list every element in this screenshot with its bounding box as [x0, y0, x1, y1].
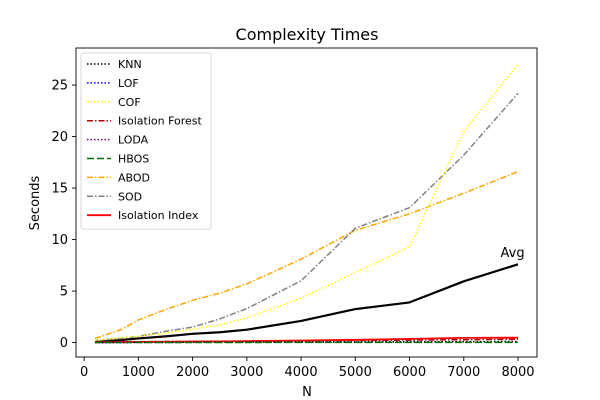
- legend-label: LOF: [118, 77, 139, 90]
- y-tick-label: 5: [60, 285, 68, 300]
- series-line-sod: [94, 92, 519, 342]
- x-axis-label: N: [302, 385, 312, 400]
- series-line-abod: [94, 170, 519, 340]
- x-tick-label: 2000: [176, 365, 209, 380]
- legend-label: Isolation Index: [118, 209, 199, 222]
- y-tick-label: 10: [51, 233, 68, 248]
- x-tick-label: 1000: [122, 365, 155, 380]
- y-tick-label: 0: [60, 336, 68, 351]
- y-tick-label: 20: [51, 130, 68, 145]
- y-tick-label: 15: [51, 182, 68, 197]
- x-tick-label: 8000: [501, 365, 534, 380]
- legend-label: LODA: [118, 134, 149, 147]
- series-group: [94, 64, 519, 344]
- legend-label: ABOD: [118, 171, 150, 184]
- legend-label: KNN: [118, 58, 142, 71]
- axes: 0 1000 2000 3000 4000 5000 6000 7000 8000 0 5 10 15 2…: [51, 47, 538, 380]
- legend: KNN LOF COF Isolation Forest LODA HBOS ABOD SOD…: [80, 52, 212, 230]
- y-axis-label: Seconds: [28, 175, 43, 230]
- y-tick-label: 25: [51, 79, 68, 94]
- legend-box: [80, 52, 212, 230]
- x-tick-label: 6000: [393, 365, 426, 380]
- annotation-avg: Avg: [501, 246, 525, 261]
- axes-frame: [75, 47, 538, 358]
- x-tick-label: 4000: [285, 365, 318, 380]
- legend-label: HBOS: [118, 153, 149, 166]
- plot-area: Avg: [94, 64, 525, 344]
- legend-label: COF: [118, 96, 141, 109]
- legend-label: Isolation Forest: [118, 115, 203, 128]
- x-tick-label: 5000: [339, 365, 372, 380]
- avg-line: [94, 263, 519, 344]
- x-tick-label: 7000: [447, 365, 480, 380]
- chart-title: Complexity Times: [236, 25, 379, 44]
- x-tick-label: 3000: [230, 365, 263, 380]
- legend-label: SOD: [118, 190, 142, 203]
- x-tick-label: 0: [80, 365, 88, 380]
